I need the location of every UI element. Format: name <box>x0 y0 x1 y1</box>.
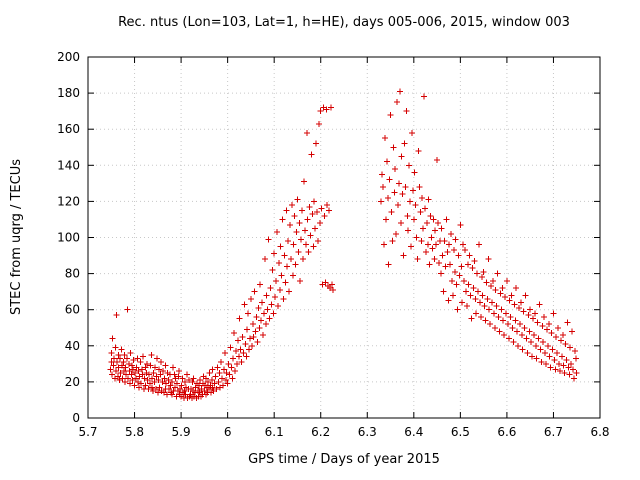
scatter-points <box>107 88 580 401</box>
y-tick-label: 20 <box>65 375 80 389</box>
x-tick-label: 6.7 <box>544 425 563 439</box>
x-axis-label: GPS time / Days of year 2015 <box>248 452 440 467</box>
axes <box>87 56 601 419</box>
x-tick-label: 6.5 <box>451 425 470 439</box>
y-tick-label: 100 <box>57 231 80 245</box>
y-tick-label: 40 <box>65 339 80 353</box>
y-tick-label: 60 <box>65 303 80 317</box>
data-point-markers <box>107 88 580 401</box>
x-tick-label: 6.3 <box>358 425 377 439</box>
y-tick-label: 160 <box>57 122 80 136</box>
x-tick-label: 5.7 <box>78 425 97 439</box>
x-tick-label: 6.2 <box>311 425 330 439</box>
x-tick-label: 5.9 <box>172 425 191 439</box>
y-axis-label: STEC from uqrg / TECUs <box>9 159 24 315</box>
chart-title: Rec. ntus (Lon=103, Lat=1, h=HE), days 0… <box>118 15 570 30</box>
y-tick-label: 200 <box>57 50 80 64</box>
x-tick-label: 6.4 <box>404 425 423 439</box>
x-tick-label: 6.6 <box>497 425 516 439</box>
x-tick-label: 6.1 <box>265 425 284 439</box>
x-tick-label: 5.8 <box>125 425 144 439</box>
plot-border <box>87 56 601 419</box>
y-tick-label: 180 <box>57 86 80 100</box>
y-tick-label: 80 <box>65 267 80 281</box>
x-tick-label: 6 <box>224 425 232 439</box>
x-tick-label: 6.8 <box>590 425 609 439</box>
y-tick-label: 0 <box>72 411 80 425</box>
y-tick-label: 140 <box>57 158 80 172</box>
tick-labels: 5.7 5.8 5.9 6 6.1 6.2 6.3 6.4 6.5 6.6 6.7 6.8 0 20 40 6… <box>57 50 609 439</box>
y-tick-label: 120 <box>57 194 80 208</box>
